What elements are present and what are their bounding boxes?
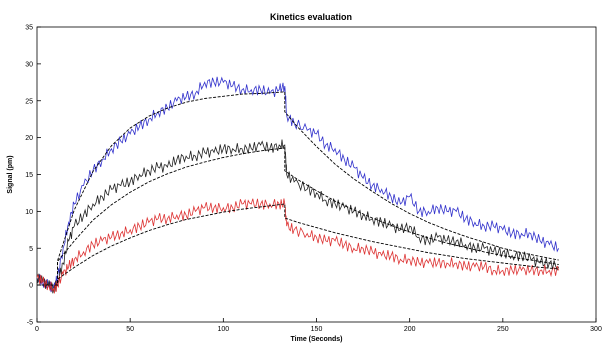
- fit-curve-line: [37, 203, 559, 286]
- y-tick-label: 5: [29, 246, 33, 253]
- y-tick-label: 10: [25, 209, 33, 216]
- x-tick-label: 250: [497, 326, 509, 333]
- x-tick-label: 150: [311, 326, 323, 333]
- y-tick-label: 30: [25, 61, 33, 68]
- x-tick-label: 300: [590, 326, 602, 333]
- y-tick-label: 20: [25, 135, 33, 142]
- measured-signal-line: [36, 139, 560, 294]
- measured-signal-line: [36, 198, 560, 294]
- x-tick-label: 50: [126, 326, 134, 333]
- x-tick-label: 200: [404, 326, 416, 333]
- y-tick-label: 15: [25, 172, 33, 179]
- y-axis-label: Signal (pm): [7, 155, 14, 193]
- series-layer: [36, 76, 560, 294]
- y-tick-label: 35: [25, 25, 33, 32]
- fit-curve-line: [37, 147, 559, 286]
- x-tick-label: 100: [217, 326, 229, 333]
- y-tick-label: 25: [25, 98, 33, 105]
- x-axis-label: Time (Seconds): [291, 336, 343, 343]
- y-tick-label: 0: [29, 283, 33, 290]
- x-tick-label: 0: [35, 326, 39, 333]
- fit-curve-line: [37, 91, 559, 286]
- chart-title: Kinetics evaluation: [270, 12, 352, 22]
- measured-signal-line: [36, 76, 560, 293]
- y-tick-label: -5: [27, 320, 33, 327]
